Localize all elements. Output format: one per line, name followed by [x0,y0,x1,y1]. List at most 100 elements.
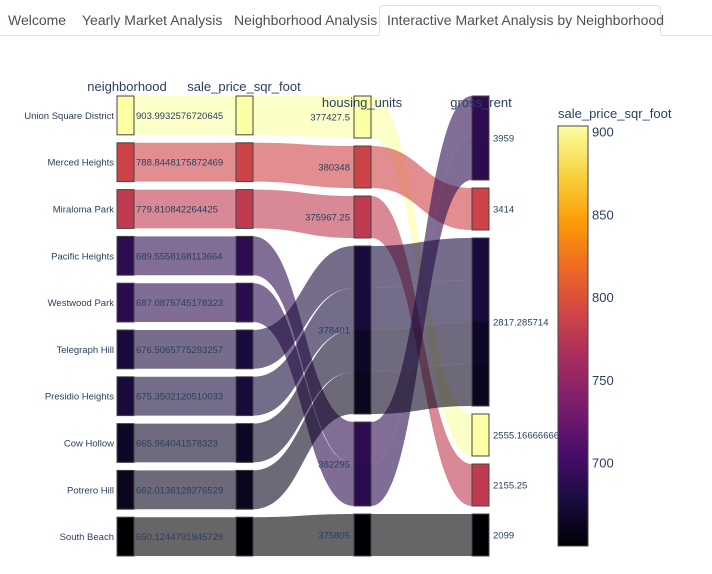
colorbar-title: sale_price_sqr_foot [558,106,672,121]
ribbon-cow-hollow-3[interactable] [371,322,472,372]
ribbon-presidio-heights-3[interactable] [371,280,472,330]
category-bar-neighborhood-union-square-district[interactable] [116,95,135,136]
ribbon-potrero-hill-2[interactable] [253,372,354,510]
colorbar-gradient [557,125,589,547]
tab-welcome[interactable]: Welcome [8,12,67,28]
category-label-sale-price-sqr-foot: 779.810842264425 [136,205,218,216]
dimension-title-sale-price-sqr-foot[interactable]: sale_price_sqr_foot [187,79,301,94]
dimension-title-neighborhood[interactable]: neighborhood [87,79,167,94]
ribbon-cow-hollow-1[interactable] [134,423,236,463]
category-bar-sale-price-sqr-foot-687-0875745178323[interactable] [235,282,254,323]
category-bar-sale-price-sqr-foot-779-810842264425[interactable] [235,189,254,229]
ribbon-miraloma-park-1[interactable] [134,189,236,229]
ribbon-telegraph-hill-2[interactable] [253,246,354,369]
category-bar-housing-units-380348[interactable] [353,145,372,189]
ribbon-cow-hollow-2[interactable] [253,330,354,463]
category-bar-sale-price-sqr-foot-903-9932576720645[interactable] [235,95,254,136]
bar-segment-housing-units-westwood-park [354,464,371,506]
category-bar-neighborhood-telegraph-hill[interactable] [116,329,135,370]
colorbar-tick-label: 850 [592,207,614,222]
category-label-neighborhood: Cow Hollow [64,439,114,450]
category-bar-sale-price-sqr-foot-676-5065775293257[interactable] [235,329,254,370]
category-bar-sale-price-sqr-foot-665-964041578323[interactable] [235,423,254,463]
bar-segment-housing-units-telegraph-hill [354,246,371,288]
category-bar-sale-price-sqr-foot-662-0136128276529[interactable] [235,469,254,510]
category-bar-neighborhood-south-beach[interactable] [116,516,135,557]
bar-segment-housing-units-south-beach [354,514,371,556]
bar-segment-sale-price-sqr-foot-cow-hollow [236,423,253,463]
bar-segment-sale-price-sqr-foot-merced-heights [236,142,253,182]
category-bar-neighborhood-miraloma-park[interactable] [116,189,135,229]
ribbon-union-square-district-1[interactable] [134,96,236,135]
bar-segment-neighborhood-westwood-park [117,283,134,322]
ribbon-westwood-park-1[interactable] [134,283,236,322]
ribbon-potrero-hill-3[interactable] [371,364,472,414]
category-bar-neighborhood-presidio-heights[interactable] [116,376,135,417]
bar-segment-sale-price-sqr-foot-telegraph-hill [236,330,253,369]
category-bar-housing-units-375967-25[interactable] [353,195,372,239]
ribbon-south-beach-1[interactable] [134,517,236,556]
category-bar-gross-rent-2099[interactable] [471,513,490,557]
category-bar-neighborhood-cow-hollow[interactable] [116,423,135,463]
category-bar-neighborhood-westwood-park[interactable] [116,282,135,323]
bar-segment-gross-rent-south-beach [472,514,489,556]
ribbons-layer [134,96,472,556]
category-label-gross-rent: 2099 [493,531,514,542]
category-bar-neighborhood-potrero-hill[interactable] [116,469,135,510]
dimension-title-housing-units[interactable]: housing_units [322,95,403,110]
ribbon-potrero-hill-1[interactable] [134,470,236,510]
bar-segment-gross-rent-miraloma-park [472,464,489,506]
bar-segment-sale-price-sqr-foot-westwood-park [236,283,253,322]
category-bar-sale-price-sqr-foot-788-8448175872469[interactable] [235,142,254,183]
category-bar-gross-rent-3414[interactable] [471,187,490,231]
category-bar-sale-price-sqr-foot-650-1244791945729[interactable] [235,516,254,557]
ribbon-telegraph-hill-1[interactable] [134,330,236,369]
ribbon-presidio-heights-2[interactable] [253,288,354,416]
dimension-title-gross-rent[interactable]: gross_rent [450,95,512,110]
category-bar-housing-units-378401[interactable] [353,245,372,415]
category-label-housing-units: 378401 [318,326,350,337]
category-bar-neighborhood-merced-heights[interactable] [116,142,135,183]
bar-segment-sale-price-sqr-foot-presidio-heights [236,376,253,416]
category-label-sale-price-sqr-foot: 675.3502120510033 [136,392,223,403]
tab-neighborhood-analysis[interactable]: Neighborhood Analysis [234,12,378,28]
tab-interactive-market-analysis[interactable]: Interactive Market Analysis by Neighborh… [379,5,664,36]
bar-segment-neighborhood-miraloma-park [117,189,134,229]
colorbar-tick-label: 800 [592,290,614,305]
category-label-housing-units: 380348 [318,163,350,174]
category-label-sale-price-sqr-foot: 662.0136128276529 [136,485,223,496]
dimension-titles-layer: neighborhood sale_price_sqr_foot housing_u… [87,79,512,110]
parallel-categories-chart[interactable]: Union Square District Merced Heights Miral… [0,36,712,574]
ribbon-south-beach-3[interactable] [371,514,472,556]
ribbon-merced-heights-1[interactable] [134,142,236,182]
ribbon-pacific-heights-1[interactable] [134,236,236,276]
bar-segment-housing-units-presidio-heights [354,288,371,330]
ribbon-union-square-district-2[interactable] [253,96,354,138]
bar-segment-neighborhood-south-beach [117,517,134,556]
bar-segment-sale-price-sqr-foot-miraloma-park [236,189,253,229]
bar-segment-gross-rent-cow-hollow [472,322,489,364]
ribbon-merced-heights-2[interactable] [253,142,354,188]
bar-segment-gross-rent-merced-heights [472,188,489,230]
category-label-neighborhood: Telegraph Hill [56,345,114,356]
category-bar-gross-rent-2555-166666666665[interactable] [471,413,490,457]
category-label-sale-price-sqr-foot: 650.1244791945729 [136,532,223,543]
category-bar-sale-price-sqr-foot-675-3502120510033[interactable] [235,376,254,417]
category-bar-sale-price-sqr-foot-689-5558168113664[interactable] [235,235,254,276]
category-bar-gross-rent-2155-25[interactable] [471,463,490,507]
category-label-sale-price-sqr-foot: 903.9932576720645 [136,111,223,122]
category-bar-housing-units-375805[interactable] [353,513,372,557]
category-bar-neighborhood-pacific-heights[interactable] [116,235,135,276]
ribbon-south-beach-2[interactable] [253,514,354,556]
ribbon-telegraph-hill-3[interactable] [371,238,472,288]
ribbon-miraloma-park-2[interactable] [253,189,354,238]
bar-segment-neighborhood-presidio-heights [117,376,134,416]
tab-yearly-market-analysis[interactable]: Yearly Market Analysis [82,12,223,28]
ribbon-presidio-heights-1[interactable] [134,376,236,416]
category-label-sale-price-sqr-foot: 665.964041578323 [136,439,218,450]
category-bar-housing-units-377427-5[interactable] [353,95,372,139]
category-bar-housing-units-382295[interactable] [353,421,372,507]
category-bar-gross-rent-2817-285714285714[interactable] [471,237,490,407]
category-bar-gross-rent-3959[interactable] [471,95,490,181]
colorbar-tick-label: 900 [592,125,614,140]
